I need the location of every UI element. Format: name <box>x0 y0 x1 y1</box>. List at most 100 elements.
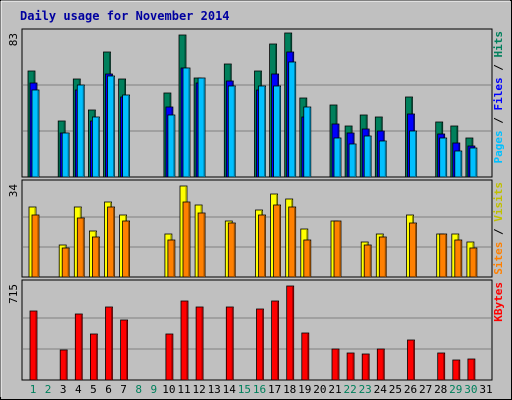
x-tick-label-20: 20 <box>313 383 326 396</box>
bar-shade <box>473 360 475 380</box>
bar-shade <box>231 308 234 380</box>
bar-shade <box>354 145 357 177</box>
x-tick-label-19: 19 <box>298 383 311 396</box>
legend-separator: / <box>492 111 505 131</box>
x-tick-label-4: 4 <box>75 383 82 396</box>
bar-shade <box>113 208 115 277</box>
bar-shade <box>307 334 309 380</box>
x-tick-label-26: 26 <box>404 383 417 396</box>
bar-shade <box>233 87 236 177</box>
x-tick-label-15: 15 <box>238 383 251 396</box>
bar-shade <box>367 355 370 380</box>
axis-max-label: 715 <box>7 284 20 304</box>
axis-max-label: 34 <box>7 184 20 198</box>
x-tick-label-28: 28 <box>434 383 447 396</box>
bar-shade <box>294 208 296 277</box>
x-tick-label-7: 7 <box>120 383 127 396</box>
bar-shade <box>458 361 460 380</box>
legend-entry-sites: Sites <box>492 242 505 275</box>
bar-shade <box>97 238 100 277</box>
bar-shade <box>171 335 173 380</box>
bar-shade <box>173 241 175 277</box>
bar-shade <box>128 222 130 277</box>
bar-shade <box>277 302 279 380</box>
legend-entry-files: Files <box>492 77 505 110</box>
bar-shade <box>415 224 417 277</box>
bar-shade <box>460 152 462 177</box>
bar-shade <box>262 310 264 380</box>
bar-shade <box>65 351 68 380</box>
x-tick-label-12: 12 <box>192 383 205 396</box>
bar-shade <box>80 315 83 380</box>
bar-shade <box>309 241 311 277</box>
bar-shade <box>445 235 447 277</box>
legend-entry-visits: Visits <box>492 182 505 222</box>
bar-shade <box>35 312 37 380</box>
bar-shade <box>369 246 372 277</box>
bar-shade <box>173 116 175 177</box>
bar-shade <box>203 79 206 177</box>
bar-shade <box>445 139 447 177</box>
bar-shade <box>37 216 39 277</box>
bar-shade <box>339 139 341 177</box>
bar-shade <box>113 77 115 177</box>
bar-shade <box>443 354 445 380</box>
bar-shade <box>82 86 85 177</box>
x-tick-label-10: 10 <box>162 383 175 396</box>
x-tick-label-11: 11 <box>177 383 190 396</box>
bar-shade <box>126 321 128 380</box>
bar-shade <box>128 96 130 177</box>
bar-shade <box>475 249 477 277</box>
bar-shade <box>203 214 206 277</box>
bar-shade <box>309 108 311 177</box>
chart-title: Daily usage for November 2014 <box>20 9 230 23</box>
legend-separator: / <box>492 222 505 242</box>
bar-shade <box>369 137 372 177</box>
legend-entry-hits: Hits <box>492 31 505 58</box>
x-tick-label-8: 8 <box>135 383 142 396</box>
x-tick-label-14: 14 <box>223 383 237 396</box>
x-tick-label-21: 21 <box>328 383 341 396</box>
bar-shade <box>233 224 236 277</box>
bar-shade <box>279 206 281 277</box>
bar-shade <box>382 350 385 380</box>
x-tick-label-18: 18 <box>283 383 296 396</box>
x-tick-label-16: 16 <box>253 383 266 396</box>
legend-kbytes: KBytes <box>492 282 505 322</box>
bar-shade <box>294 63 296 177</box>
x-tick-label-31: 31 <box>479 383 492 396</box>
bar-shade <box>95 335 98 380</box>
bar-shade <box>413 341 415 380</box>
x-tick-label-13: 13 <box>208 383 221 396</box>
legend-entry-pages: Pages <box>492 130 505 163</box>
x-tick-label-24: 24 <box>374 383 388 396</box>
x-tick-label-29: 29 <box>449 383 462 396</box>
bar-shade <box>186 302 188 380</box>
x-tick-label-27: 27 <box>419 383 432 396</box>
x-tick-label-23: 23 <box>359 383 372 396</box>
bar-shade <box>188 203 190 277</box>
bar-shade <box>352 354 355 380</box>
legend-visits-sites: Sites / Visits <box>492 182 505 275</box>
bar-shade <box>264 87 266 177</box>
x-tick-label-17: 17 <box>268 383 281 396</box>
x-tick-label-25: 25 <box>389 383 402 396</box>
bar-shade <box>292 287 294 380</box>
x-tick-label-30: 30 <box>464 383 477 396</box>
x-tick-label-5: 5 <box>90 383 97 396</box>
x-tick-label-22: 22 <box>343 383 356 396</box>
bar-shade <box>339 222 341 277</box>
legend-entry-kbytes: KBytes <box>492 282 505 322</box>
bar-shade <box>82 219 85 277</box>
bar-shade <box>475 149 477 177</box>
bar-shade <box>188 69 190 177</box>
bar-shade <box>279 87 281 177</box>
legend-separator: / <box>492 58 505 78</box>
bar-shade <box>67 249 70 277</box>
x-tick-label-6: 6 <box>105 383 112 396</box>
axis-max-label: 83 <box>7 33 20 46</box>
bar-shade <box>415 132 417 177</box>
bar-shade <box>111 308 113 380</box>
bar-shade <box>67 134 70 177</box>
